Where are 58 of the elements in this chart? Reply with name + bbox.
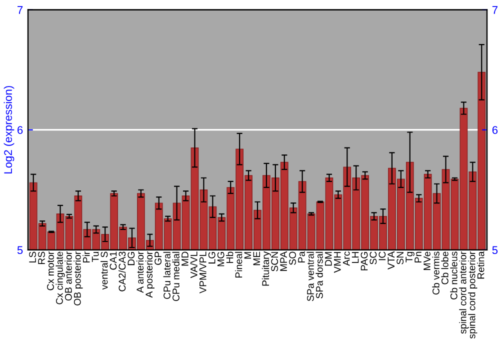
x-tick-label: DM: [325, 252, 332, 266]
x-tick-label: A posterior: [145, 251, 154, 298]
x-tick-label: RS: [38, 252, 45, 264]
x-tick-label: CA1: [110, 252, 117, 270]
x-tick-label: Arc: [342, 252, 350, 266]
x-tick-label: MG: [217, 252, 224, 266]
x-tick-label: Pineal: [235, 252, 242, 278]
x-tick-label: Pn: [414, 252, 422, 262]
x-tick-label: PAG: [360, 252, 368, 270]
x-tick-label: LS: [29, 252, 36, 262]
x-tick-label: Pa: [298, 251, 305, 262]
x-tick-label: VPM/VPL: [199, 252, 206, 294]
x-tick-label: MVe: [424, 252, 430, 270]
x-tick-label: IC: [378, 252, 386, 260]
x-tick-label: Cb nucleus: [450, 252, 458, 300]
y-tick-label: 5: [17, 246, 23, 254]
x-tick-label: Cx motor: [47, 251, 54, 290]
x-tick-label: VMH: [334, 252, 341, 273]
x-tick-label: Cb lobe: [441, 252, 448, 284]
x-tick-label: SPa dorsal: [316, 252, 323, 298]
x-tick-label: MD: [182, 252, 188, 266]
x-tick-label: A anterior: [136, 251, 144, 293]
x-tick-label: ME: [253, 252, 260, 266]
x-tick-label: ventral S: [100, 252, 108, 290]
x-tick-label: M: [244, 252, 252, 259]
x-tick-label: CPu lateral: [163, 252, 170, 299]
y-tick-label: 7: [18, 6, 23, 14]
y2-tick-label: 7: [492, 6, 498, 14]
y-tick-label: 6: [18, 126, 23, 134]
x-tick-label: Cb vermis: [432, 252, 440, 295]
x-tick-label: CPu medial: [172, 252, 180, 302]
x-tick-label: OB anterior: [64, 251, 72, 301]
x-tick-label: Pir: [82, 251, 90, 262]
x-tick-label: DG: [128, 252, 135, 266]
x-tick-label: SCN: [271, 252, 278, 272]
x-tick-label: CA2/CA3: [118, 252, 126, 292]
x-tick-label: LH: [352, 252, 359, 263]
x-tick-label: OB posterior: [74, 251, 83, 306]
y2-tick-label: 6: [492, 126, 498, 134]
y-axis-title: Log2 (expression): [4, 86, 14, 174]
x-tick-label: SPa ventral: [306, 252, 314, 302]
x-tick-label: LG: [208, 252, 216, 264]
x-tick-label: MPA: [280, 251, 287, 271]
x-tick-label: VA/VL: [190, 252, 198, 278]
x-tick-label: Cx cingulate: [56, 252, 65, 304]
x-tick-label: SO: [289, 252, 296, 265]
x-tick-label: Tu: [92, 252, 99, 262]
x-tick-label: Hb: [226, 252, 234, 263]
x-tick-label: Tg: [406, 252, 414, 262]
x-tick-label: SC: [370, 252, 377, 264]
x-tick-label: Pituitary: [262, 251, 271, 286]
x-tick-label: SN: [396, 252, 404, 264]
x-tick-label: spinal cord anterior: [459, 251, 468, 334]
x-tick-label: spinal cord posterior: [468, 251, 478, 339]
x-tick-label: GP: [154, 252, 162, 265]
x-tick-label: Retina: [477, 251, 484, 279]
y2-tick-label: 5: [492, 246, 498, 254]
x-tick-label: VTA: [388, 251, 394, 270]
